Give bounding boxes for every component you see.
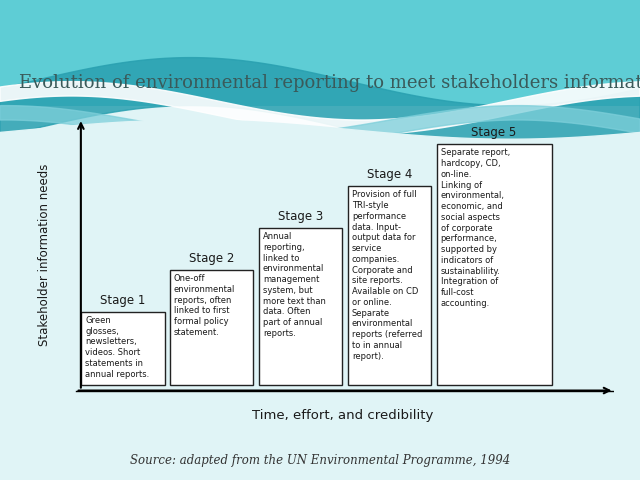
Bar: [259, 228, 342, 385]
Bar: [81, 312, 164, 385]
Text: Annual
reporting,
linked to
environmental
management
system, but
more text than
: Annual reporting, linked to environmenta…: [263, 232, 326, 338]
Text: Stage 3: Stage 3: [278, 210, 323, 223]
Text: Stage 4: Stage 4: [367, 168, 412, 181]
Text: Evolution of environmental reporting to meet stakeholders information needs.: Evolution of environmental reporting to …: [19, 74, 640, 93]
Text: One-off
environmental
reports, often
linked to first
formal policy
statement.: One-off environmental reports, often lin…: [174, 274, 236, 337]
Bar: [170, 270, 253, 385]
Text: Stage 2: Stage 2: [189, 252, 234, 265]
Bar: [0, 0, 640, 106]
Bar: [436, 144, 552, 385]
Text: Time, effort, and credibility: Time, effort, and credibility: [252, 409, 433, 422]
Bar: [348, 186, 431, 385]
Text: Stage 1: Stage 1: [100, 294, 145, 307]
Text: Provision of full
TRI-style
performance
data. Input-
output data for
service
com: Provision of full TRI-style performance …: [352, 190, 422, 360]
Text: Green
glosses,
newsletters,
videos. Short
statements in
annual reports.: Green glosses, newsletters, videos. Shor…: [85, 316, 149, 379]
Text: Source: adapted from the UN Environmental Programme, 1994: Source: adapted from the UN Environmenta…: [130, 454, 510, 467]
Text: Stage 5: Stage 5: [472, 126, 516, 139]
Text: Stakeholder information needs: Stakeholder information needs: [38, 163, 51, 346]
Text: Separate report,
hardcopy, CD,
on-line.
Linking of
environmental,
economic, and
: Separate report, hardcopy, CD, on-line. …: [441, 148, 510, 308]
